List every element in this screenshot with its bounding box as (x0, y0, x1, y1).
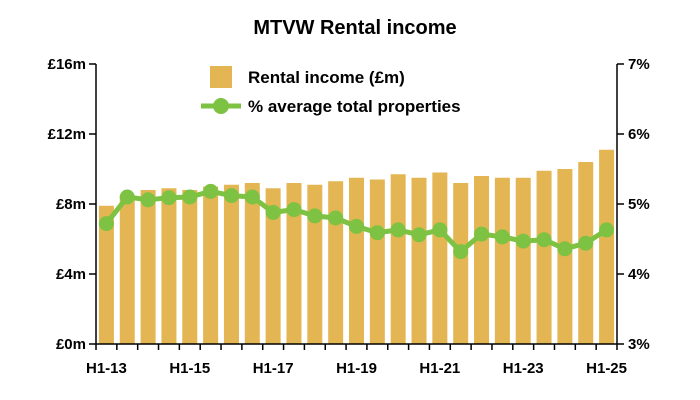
left-tick-label: £0m (56, 336, 86, 353)
x-tick-label: H1-19 (336, 360, 377, 377)
x-tick-label: H1-21 (419, 360, 460, 377)
right-tick-label: 6% (628, 126, 650, 143)
bar-H1-24 (557, 169, 573, 344)
right-tick-label: 4% (628, 266, 650, 283)
left-tick-label: £4m (56, 266, 86, 283)
bar-H1-25 (599, 149, 615, 344)
point-H2-17 (286, 202, 302, 218)
bar-H2-13 (119, 195, 135, 344)
line-series (98, 183, 615, 260)
point-H2-24 (578, 235, 594, 251)
legend-bar-swatch (210, 66, 232, 88)
point-H1-13 (98, 216, 114, 232)
bar-H1-16 (223, 184, 239, 344)
bar-H2-19 (369, 179, 385, 344)
point-H2-15 (203, 183, 219, 199)
bar-H2-16 (244, 183, 260, 344)
point-H1-17 (265, 204, 281, 220)
point-H2-23 (536, 232, 552, 248)
point-H2-22 (494, 229, 510, 245)
bar-H2-18 (328, 181, 344, 344)
bar-H1-19 (349, 177, 364, 344)
bar-H1-14 (140, 190, 156, 344)
bar-H2-21 (453, 183, 469, 344)
right-tick-label: 7% (628, 56, 650, 73)
chart-title: MTVW Rental income (253, 17, 456, 39)
legend: Rental income (£m) % average total proper… (201, 66, 461, 116)
point-H1-23 (515, 233, 531, 249)
left-tick-label: £16m (48, 56, 86, 73)
point-H1-16 (223, 188, 239, 204)
x-tick-label: H1-17 (253, 360, 294, 377)
bar-H2-23 (536, 170, 552, 344)
point-H1-25 (599, 222, 615, 238)
bar-H1-20 (390, 174, 406, 344)
legend-line-marker (213, 98, 229, 114)
left-tick-label: £12m (48, 126, 86, 143)
bar-H1-22 (474, 176, 490, 344)
point-H2-21 (453, 244, 469, 260)
bar-H1-17 (265, 188, 281, 344)
bar-H1-21 (432, 172, 448, 344)
x-tick-label: H1-25 (586, 360, 627, 377)
bar-H1-18 (307, 184, 323, 344)
bar-H2-20 (411, 177, 427, 344)
point-H1-18 (307, 208, 323, 224)
point-H1-14 (140, 192, 156, 208)
point-H2-18 (328, 210, 344, 226)
x-tick-label: H1-13 (86, 360, 127, 377)
x-tick-label: H1-23 (503, 360, 544, 377)
bar-H2-14 (161, 188, 177, 344)
bar-H2-17 (286, 183, 302, 344)
legend-line-label: % average total properties (248, 97, 461, 116)
point-H1-15 (182, 189, 198, 205)
bar-H2-15 (203, 186, 219, 344)
legend-bar-label: Rental income (£m) (248, 68, 405, 87)
bar-H2-24 (578, 162, 594, 344)
point-H1-21 (432, 222, 448, 238)
bar-H1-13 (98, 205, 114, 344)
bar-series (98, 149, 615, 344)
point-H1-19 (349, 218, 364, 234)
point-H1-20 (390, 222, 406, 238)
point-H2-13 (119, 189, 135, 205)
point-H2-20 (411, 227, 427, 243)
point-H2-16 (244, 189, 260, 205)
point-H2-14 (161, 190, 177, 206)
right-tick-label: 5% (628, 196, 650, 213)
left-tick-label: £8m (56, 196, 86, 213)
bar-H1-15 (182, 190, 198, 344)
point-H1-24 (557, 241, 573, 257)
right-tick-label: 3% (628, 336, 650, 353)
point-H1-22 (474, 226, 490, 242)
bar-H2-22 (494, 177, 510, 344)
point-H2-19 (369, 225, 385, 241)
axes: £0m £4m £8m £12m £16m 3% 4% 5% 6% 7% H1-13 H1-15 H1-… (48, 56, 650, 377)
x-tick-label: H1-15 (169, 360, 210, 377)
bar-H1-23 (515, 177, 531, 344)
